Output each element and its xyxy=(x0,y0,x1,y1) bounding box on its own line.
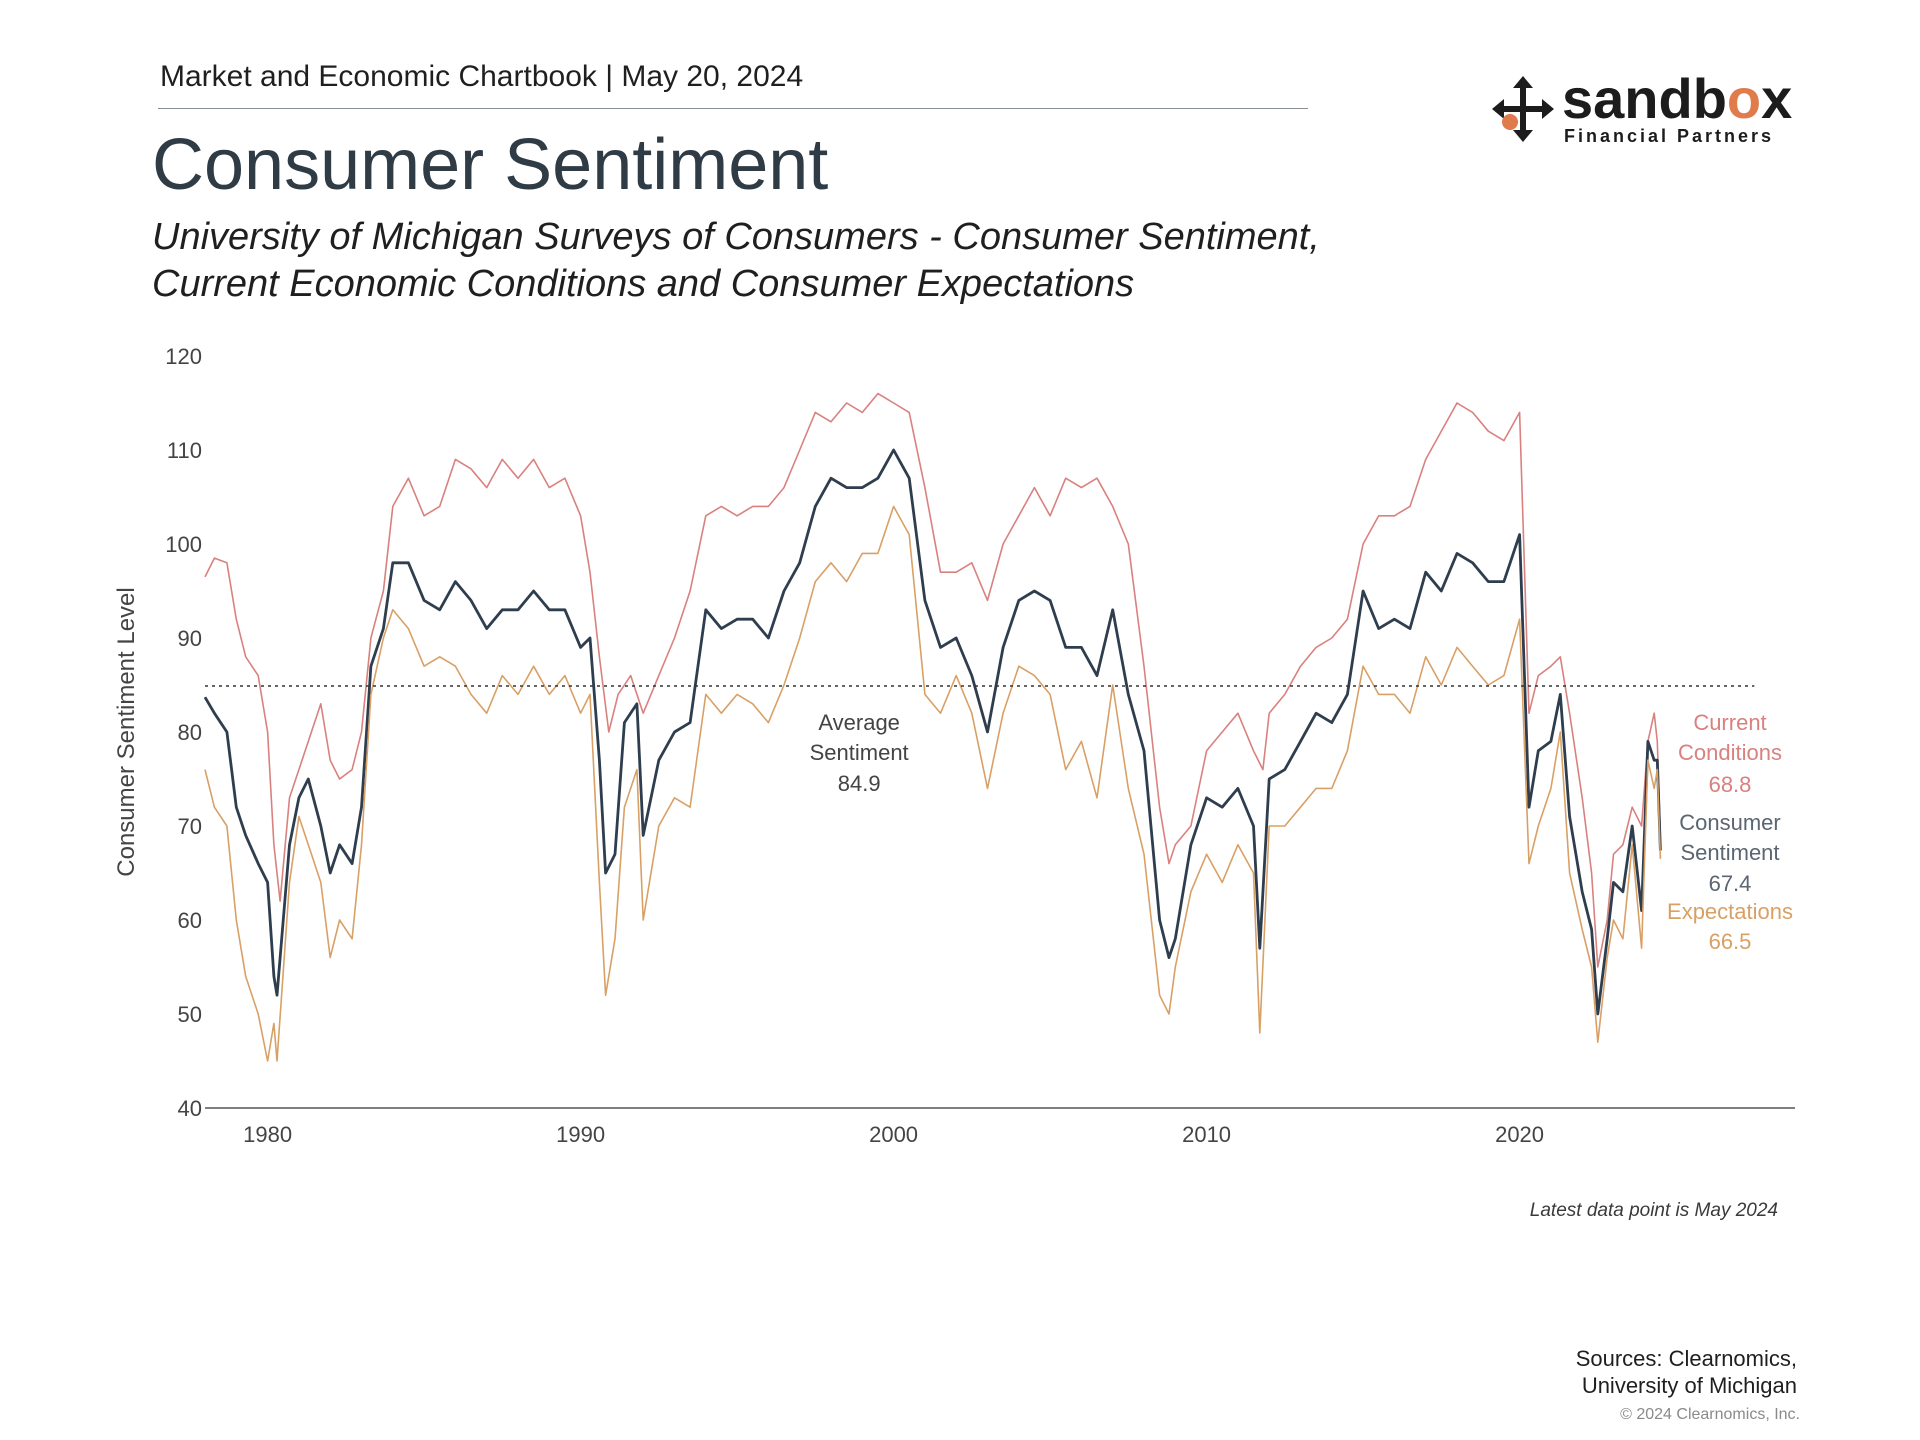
x-tick-label: 1980 xyxy=(243,1122,292,1147)
logo-wordmark: sandbox xyxy=(1562,66,1792,131)
end-labels: Current Conditions 68.8 Consumer Sentiment 67… xyxy=(1667,710,1793,954)
x-tick-label: 2010 xyxy=(1182,1122,1231,1147)
y-axis-title-group: Consumer Sentiment Level xyxy=(113,587,140,876)
end-label-consumer-sentiment-line-1: Consumer xyxy=(1679,810,1780,835)
series-line-expectations xyxy=(204,505,1662,1062)
average-label-line-1: Average xyxy=(818,710,900,735)
chartbook-header: Market and Economic Chartbook | May 20, … xyxy=(160,60,804,93)
logo-word-end: x xyxy=(1761,67,1793,130)
latest-data-note: Latest data point is May 2024 xyxy=(1529,1200,1778,1221)
y-tick-label: 120 xyxy=(165,344,202,369)
y-tick-label: 50 xyxy=(178,1002,202,1027)
y-tick-label: 100 xyxy=(165,532,202,557)
end-label-consumer-sentiment-line-2: Sentiment xyxy=(1680,840,1779,865)
x-tick-label: 1990 xyxy=(556,1122,605,1147)
four-arrows-icon xyxy=(1492,76,1554,142)
y-tick-label: 90 xyxy=(178,626,202,651)
sources: Sources: Clearnomics, University of Mich… xyxy=(1576,1345,1797,1399)
sandbox-logo: sandbox Financial Partners xyxy=(1492,67,1792,152)
y-tick-label: 40 xyxy=(178,1096,202,1121)
series-line-current-conditions xyxy=(204,392,1662,968)
end-label-expectations-value: 66.5 xyxy=(1709,929,1752,954)
y-tick-label: 80 xyxy=(178,720,202,745)
end-label-current-conditions-line-2: Conditions xyxy=(1678,740,1782,765)
page-title: Consumer Sentiment xyxy=(152,125,829,205)
x-tick-label: 2000 xyxy=(869,1122,918,1147)
average-label: Average Sentiment 84.9 xyxy=(810,710,909,796)
header-divider xyxy=(158,108,1308,109)
end-label-expectations-line-1: Expectations xyxy=(1667,899,1793,924)
series-lines xyxy=(203,392,1662,1062)
series-line-consumer-sentiment xyxy=(203,448,1662,1016)
y-tick-label: 110 xyxy=(167,438,202,463)
sources-line-2: University of Michigan xyxy=(1581,1373,1797,1398)
y-tick-labels: 40 50 60 70 80 90 100 110 120 xyxy=(165,344,202,1121)
end-label-current-conditions-line-1: Current xyxy=(1693,710,1766,735)
end-label-consumer-sentiment-value: 67.4 xyxy=(1709,871,1752,896)
average-label-value: 84.9 xyxy=(838,771,881,796)
y-axis-title: Consumer Sentiment Level xyxy=(113,587,140,876)
sources-line-1: Sources: Clearnomics, xyxy=(1575,1346,1797,1371)
x-tick-label: 2020 xyxy=(1495,1122,1544,1147)
subtitle-line-1: University of Michigan Surveys of Consum… xyxy=(152,216,1320,258)
logo-word-main: sandb xyxy=(1562,67,1727,130)
logo-tagline: Financial Partners xyxy=(1564,126,1775,146)
page-subtitle: University of Michigan Surveys of Consum… xyxy=(152,214,1452,308)
average-label-line-2: Sentiment xyxy=(810,740,909,765)
y-tick-label: 70 xyxy=(178,814,202,839)
x-tick-labels: 1980 1990 2000 2010 2020 xyxy=(243,1122,1544,1147)
copyright: © 2024 Clearnomics, Inc. xyxy=(1620,1406,1800,1423)
end-label-current-conditions-value: 68.8 xyxy=(1709,772,1752,797)
y-tick-label: 60 xyxy=(178,908,202,933)
logo-word-accent: o xyxy=(1726,67,1762,130)
subtitle-line-2: Current Economic Conditions and Consumer… xyxy=(152,263,1135,305)
